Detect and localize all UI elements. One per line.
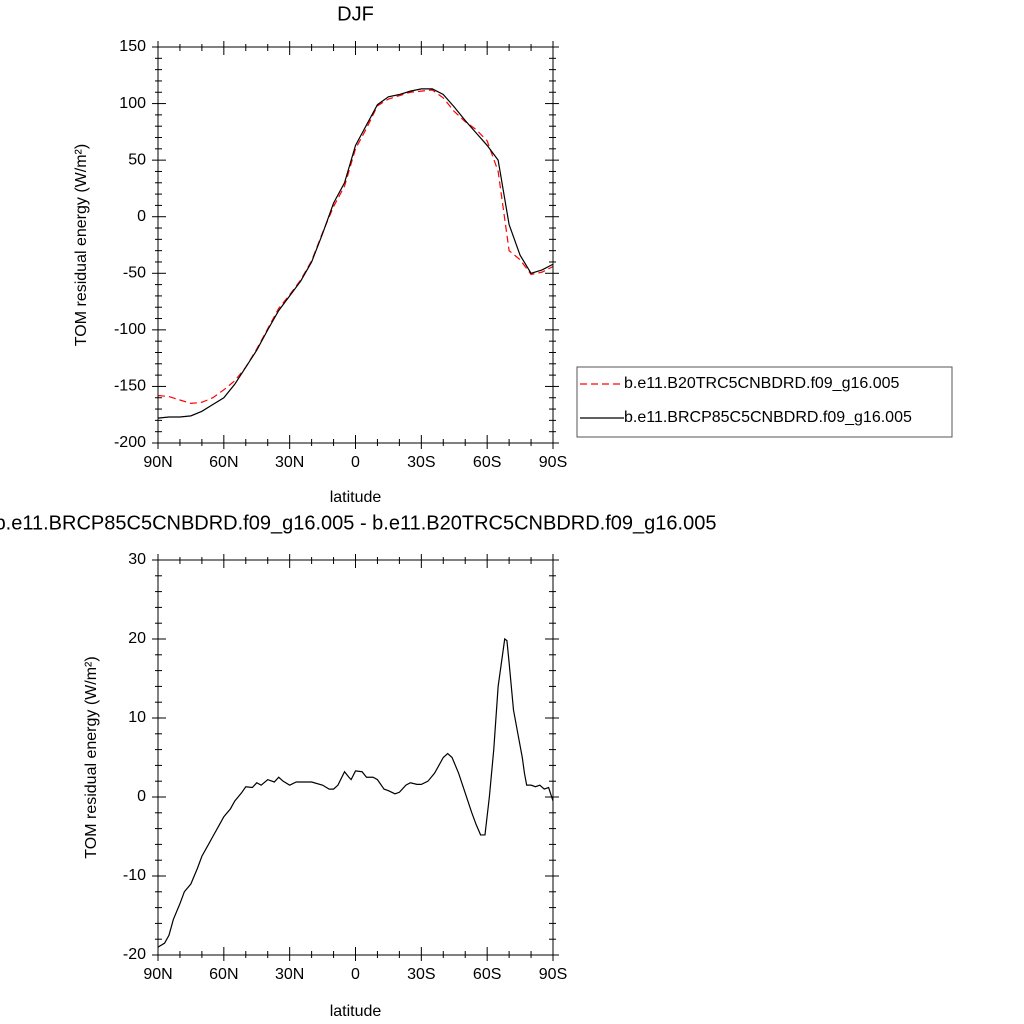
x-tick-label: 90S [539,966,567,983]
x-tick-label: 60N [209,454,238,471]
x-tick-label: 30N [275,966,304,983]
chart-title: b.e11.BRCP85C5CNBDRD.f09_g16.005 - b.e11… [0,512,716,534]
y-tick-label: 150 [119,38,146,55]
y-tick-label: -20 [123,946,146,963]
data-line [157,89,554,405]
legend-label: b.e11.BRCP85C5CNBDRD.f09_g16.005 [624,409,912,426]
plot-frame [157,46,554,444]
y-tick-label: 20 [128,630,146,647]
x-tick-label: 30S [407,454,435,471]
y-tick-label: -150 [114,378,146,395]
y-tick-label: -200 [114,434,146,451]
y-tick-label: 100 [119,95,146,112]
y-tick-label: 10 [128,709,146,726]
y-tick-label: 30 [128,551,146,568]
x-tick-label: 90N [143,966,172,983]
x-tick-label: 0 [351,966,360,983]
x-tick-label: 30N [275,454,304,471]
y-tick-label: 0 [137,788,146,805]
y-axis-label: TOM residual energy (W/m²) [73,144,90,346]
legend-box [576,366,953,438]
data-line [157,88,554,419]
x-tick-label: 0 [351,454,360,471]
y-axis-label: TOM residual energy (W/m²) [83,656,100,858]
x-tick-label: 30S [407,966,435,983]
data-line [157,637,554,948]
x-axis-label: latitude [330,1003,382,1020]
plot-frame [157,559,554,956]
x-tick-label: 60S [473,454,501,471]
x-tick-label: 60N [209,966,238,983]
y-tick-label: -100 [114,321,146,338]
x-tick-label: 60S [473,966,501,983]
y-tick-label: 50 [128,151,146,168]
x-tick-label: 90S [539,454,567,471]
y-tick-label: 0 [137,208,146,225]
x-axis-label: latitude [330,489,382,506]
y-tick-label: -50 [123,265,146,282]
chart-title: DJF [337,3,374,25]
legend-label: b.e11.B20TRC5CNBDRD.f09_g16.005 [624,375,900,392]
y-tick-label: -10 [123,867,146,884]
x-tick-label: 90N [143,454,172,471]
